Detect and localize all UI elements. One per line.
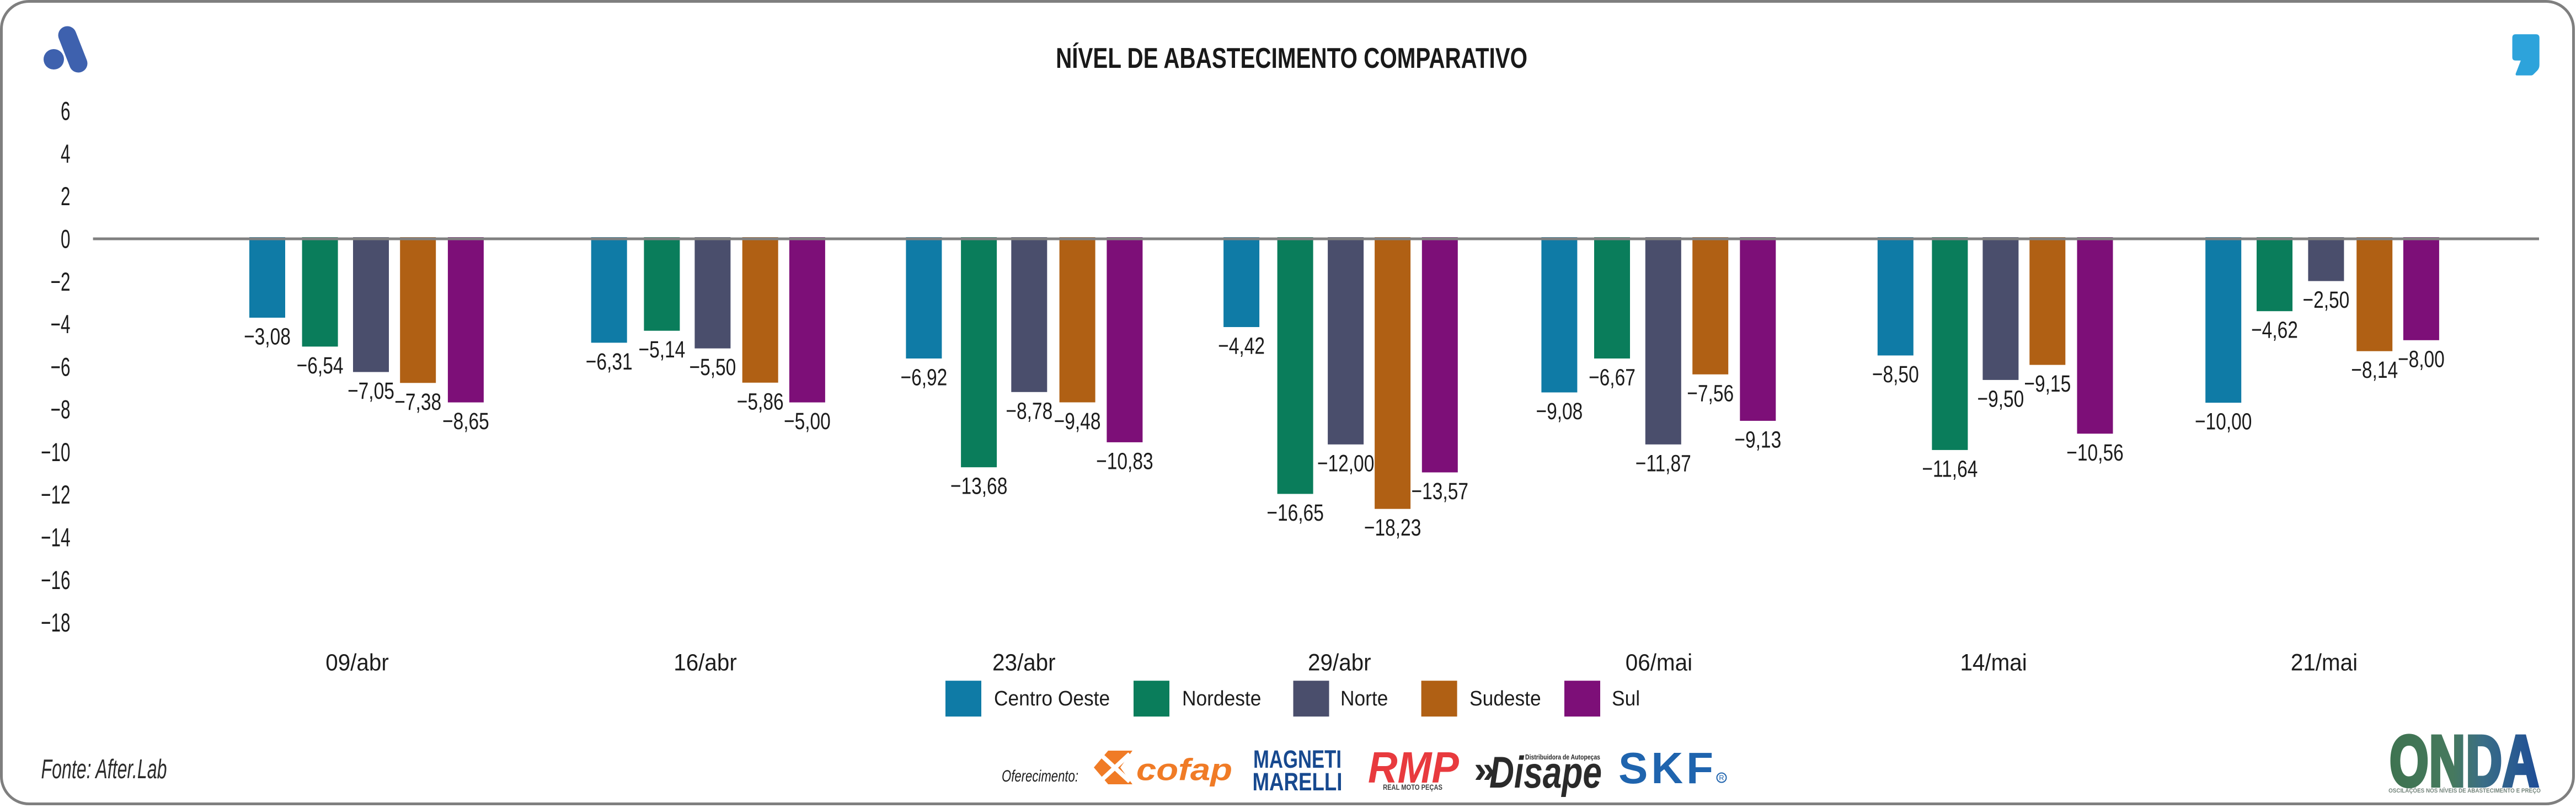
svg-text:−3,08: −3,08	[244, 324, 291, 350]
svg-text:−9,48: −9,48	[1054, 408, 1101, 435]
svg-text:−10,56: −10,56	[2066, 440, 2123, 466]
svg-text:Sudeste: Sudeste	[1469, 687, 1541, 710]
svg-text:−6,92: −6,92	[900, 365, 947, 391]
svg-text:−8,65: −8,65	[442, 408, 489, 435]
svg-text:−6,67: −6,67	[1589, 365, 1636, 391]
svg-text:−6,31: −6,31	[586, 349, 633, 375]
svg-text:RMP: RMP	[1368, 743, 1459, 792]
svg-text:−5,50: −5,50	[689, 354, 736, 381]
svg-text:−7,05: −7,05	[348, 378, 394, 404]
svg-text:cofap: cofap	[1136, 752, 1232, 787]
svg-text:6: 6	[61, 97, 71, 126]
svg-text:−16: −16	[41, 566, 70, 595]
svg-text:ONDA: ONDA	[2390, 721, 2540, 801]
svg-text:23/abr: 23/abr	[992, 649, 1056, 675]
svg-text:2: 2	[61, 183, 71, 211]
svg-text:−9,13: −9,13	[1734, 427, 1781, 453]
svg-text:−7,56: −7,56	[1687, 380, 1734, 406]
svg-text:−10,83: −10,83	[1096, 448, 1153, 474]
svg-text:Distribuidora de Autopeças: Distribuidora de Autopeças	[1525, 753, 1600, 761]
svg-text:Norte: Norte	[1340, 687, 1388, 710]
svg-text:16/abr: 16/abr	[674, 649, 737, 675]
svg-text:−4,62: −4,62	[2251, 317, 2298, 344]
svg-text:−5,00: −5,00	[784, 408, 831, 435]
svg-text:−2,50: −2,50	[2302, 287, 2349, 313]
svg-text:−7,38: −7,38	[394, 389, 441, 415]
svg-text:−18,23: −18,23	[1364, 515, 1421, 541]
svg-text:−6: −6	[51, 353, 71, 382]
svg-text:−12,00: −12,00	[1317, 450, 1374, 477]
svg-text:14/mai: 14/mai	[1960, 649, 2027, 675]
svg-text:−14: −14	[41, 523, 70, 552]
svg-text:−4: −4	[51, 311, 71, 339]
svg-text:−6,54: −6,54	[297, 352, 344, 379]
svg-text:4: 4	[61, 140, 71, 169]
svg-text:REAL MOTO PEÇAS: REAL MOTO PEÇAS	[1383, 783, 1442, 791]
svg-text:−8: −8	[51, 395, 71, 424]
svg-text:29/abr: 29/abr	[1308, 649, 1371, 675]
svg-text:−13,57: −13,57	[1412, 478, 1468, 505]
svg-text:OSCILAÇÕES NOS NÍVEIS DE ABAST: OSCILAÇÕES NOS NÍVEIS DE ABASTECIMENTO E…	[2388, 786, 2541, 794]
svg-text:SKF: SKF	[1618, 743, 1717, 793]
svg-text:−11,87: −11,87	[1636, 450, 1691, 477]
svg-text:−9,15: −9,15	[2024, 371, 2071, 397]
svg-text:09/abr: 09/abr	[325, 649, 389, 675]
svg-text:Disape: Disape	[1489, 748, 1602, 798]
svg-text:MARELLI: MARELLI	[1253, 768, 1343, 795]
svg-text:−8,78: −8,78	[1006, 398, 1052, 424]
svg-text:»: »	[1474, 748, 1495, 791]
svg-text:−12: −12	[41, 481, 70, 510]
svg-text:−8,50: −8,50	[1872, 361, 1919, 388]
svg-text:−5,86: −5,86	[737, 388, 784, 415]
svg-text:0: 0	[61, 225, 71, 254]
svg-text:06/mai: 06/mai	[1626, 649, 1692, 675]
svg-text:−18: −18	[41, 609, 70, 638]
svg-text:Sul: Sul	[1612, 687, 1640, 710]
svg-text:−9,08: −9,08	[1536, 398, 1583, 425]
svg-text:Fonte: After.Lab: Fonte: After.Lab	[41, 753, 167, 784]
svg-text:−10: −10	[41, 438, 70, 467]
svg-text:−9,50: −9,50	[1977, 386, 2024, 412]
svg-text:−2: −2	[51, 268, 71, 297]
svg-text:Nordeste: Nordeste	[1182, 687, 1261, 710]
svg-text:R: R	[1719, 774, 1724, 782]
svg-text:Centro Oeste: Centro Oeste	[994, 687, 1110, 710]
svg-text:−8,14: −8,14	[2351, 357, 2398, 383]
svg-text:−11,64: −11,64	[1922, 456, 1978, 482]
svg-text:−10,00: −10,00	[2195, 409, 2252, 435]
svg-text:−8,00: −8,00	[2398, 346, 2445, 372]
svg-text:MAGNETI: MAGNETI	[1253, 746, 1342, 773]
svg-text:−4,42: −4,42	[1218, 333, 1265, 360]
svg-text:NÍVEL DE ABASTECIMENTO COMPARA: NÍVEL DE ABASTECIMENTO COMPARATIVO	[1056, 42, 1527, 74]
svg-text:−16,65: −16,65	[1266, 500, 1323, 526]
svg-text:−5,14: −5,14	[638, 336, 685, 363]
svg-text:−13,68: −13,68	[950, 473, 1007, 500]
svg-text:21/mai: 21/mai	[2291, 649, 2358, 675]
svg-text:Oferecimento:: Oferecimento:	[1002, 767, 1078, 785]
